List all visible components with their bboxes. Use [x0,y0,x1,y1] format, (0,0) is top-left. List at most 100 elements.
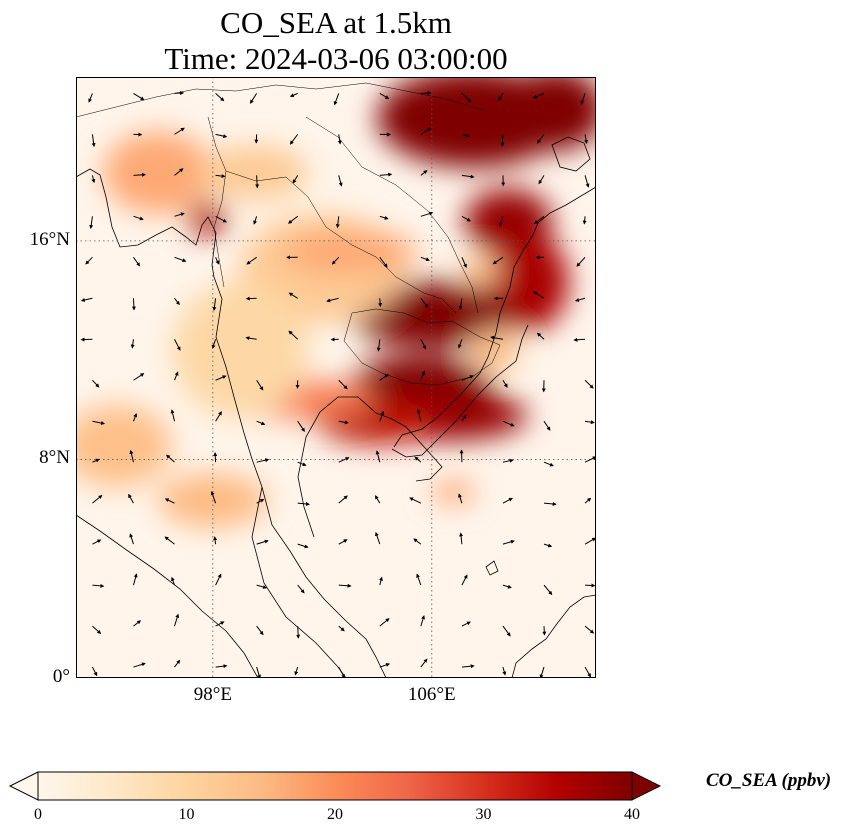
wind-arrow [91,134,96,148]
wind-arrow [170,409,176,422]
wind-arrow [288,292,298,299]
wind-arrow [246,256,257,265]
wind-arrow [461,621,471,627]
wind-arrow [215,215,227,223]
border-china [76,82,487,118]
wind-arrow [502,420,515,427]
wind-arrow [174,613,180,627]
wind-arrow [584,666,591,678]
border-thailand-laos [225,170,457,314]
wind-arrow [574,297,586,302]
wind-arrow [174,659,181,668]
wind-arrow [245,336,257,341]
lat-tick-label: 16°N [29,228,70,250]
wind-arrow [584,134,589,145]
wind-arrow [133,257,141,267]
wind-arrow [502,584,512,589]
wind-arrow [171,576,175,586]
wind-arrow [133,215,144,221]
coastline-borneo [511,594,596,678]
lat-tick-label: 0° [52,666,70,687]
coastline [76,136,596,678]
wind-arrow [249,93,258,104]
wind-arrow [297,461,307,467]
wind-arrow [461,257,467,269]
wind-arrow [256,379,264,391]
wind-arrow [338,495,348,504]
wind-arrow [582,216,587,225]
wind-arrow [537,134,545,144]
border-cambodia [343,308,501,386]
wind-arrow [376,339,381,352]
wind-arrow [502,497,513,504]
wind-arrow [213,536,218,545]
wind-arrow [256,458,270,463]
wind-arrow [584,379,594,389]
wind-arrow [91,175,96,184]
wind-arrow [165,454,175,463]
wind-arrow [379,172,393,177]
wind-arrow [132,573,138,586]
wind-arrow [374,531,381,545]
wind-arrow [256,498,265,504]
map-title-line2: Time: 2024-03-06 03:00:00 [164,41,508,76]
wind-arrow [573,337,586,342]
wind-arrow [539,666,545,678]
wind-arrow [413,538,422,545]
wind-arrow [133,413,138,422]
wind-arrow [338,539,348,545]
wind-arrow [461,174,475,179]
coastline-gulf [297,396,443,538]
concentration-blob [171,281,309,419]
coastline-sumatra [76,514,259,678]
wind-arrow [543,420,551,431]
country-borders [76,82,501,386]
wind-arrow [335,216,340,229]
lon-tick-label: 106°E [407,684,456,705]
wind-arrow [458,493,463,504]
wind-arrow [256,539,269,545]
wind-arrow [174,168,184,176]
coastline-south-vietnam [391,324,529,458]
wind-arrow [297,420,305,433]
wind-arrow [215,411,222,422]
wind-arrow [461,574,468,586]
wind-arrow [85,256,93,265]
wind-arrow [420,91,432,96]
concentration-field [76,77,596,528]
wind-arrow [297,543,309,549]
wind-arrow [461,664,475,669]
wind-arrow [288,330,299,340]
coastline-mekong-delta [393,186,596,448]
wind-arrow [253,216,258,225]
wind-arrow [416,408,422,422]
wind-arrow [584,625,595,634]
colorbar-tick-label: 40 [624,806,640,823]
wind-arrow [133,620,142,627]
wind-arrow [131,298,136,311]
wind-arrow [211,339,217,349]
wind-arrow [533,215,545,225]
colorbar-tick-label: 10 [178,806,195,823]
colorbar-extend-max [631,771,662,801]
wind-arrow [584,420,595,425]
colorbar-tick-label: 0 [34,806,42,823]
wind-arrow [80,297,93,302]
wind-arrow [215,174,226,179]
concentration-blob [103,131,213,214]
wind-arrow [379,618,390,627]
wind-arrow [459,532,464,545]
wind-arrow [420,615,425,627]
wind-arrow [492,256,504,265]
wind-arrow [502,625,511,637]
map-panel [76,77,596,678]
wind-arrow [215,93,225,102]
concentration-low-spot [470,328,520,373]
wind-arrow [409,497,422,504]
wind-arrow [215,573,222,586]
wind-arrow [532,92,545,99]
wind-arrow [255,175,260,189]
gridlines [76,77,596,678]
wind-arrow [378,298,383,308]
wind-arrow [296,626,301,639]
